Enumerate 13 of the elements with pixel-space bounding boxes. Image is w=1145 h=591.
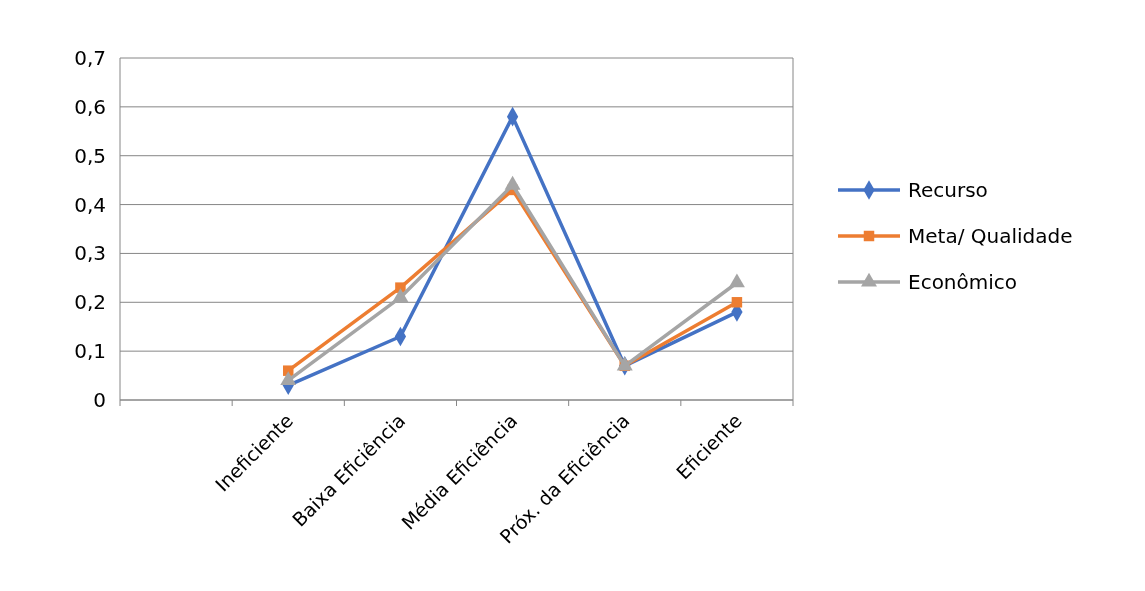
y-tick-label: 0,5 <box>74 143 106 168</box>
y-tick-label: 0,7 <box>74 46 106 70</box>
legend-label: Recurso <box>908 178 988 202</box>
y-tick-label: 0,4 <box>74 192 106 217</box>
legend-label: Econômico <box>908 270 1018 294</box>
y-tick-label: 0,3 <box>74 241 106 266</box>
y-tick-label: 0,6 <box>74 94 106 119</box>
y-tick-label: 0 <box>93 388 106 412</box>
point <box>731 297 743 308</box>
legend-label: Meta/ Qualidade <box>908 224 1073 248</box>
y-tick-label: 0,2 <box>74 290 106 315</box>
y-tick-label: 0,1 <box>74 339 106 364</box>
point <box>280 371 297 386</box>
